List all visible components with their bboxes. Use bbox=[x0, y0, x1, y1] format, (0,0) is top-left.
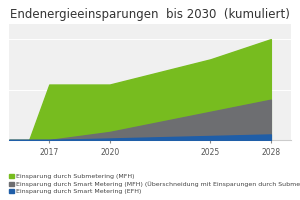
Legend: Einsparung durch Submetering (MFH), Einsparung durch Smart Metering (MFH) (Übers: Einsparung durch Submetering (MFH), Eins… bbox=[6, 172, 300, 197]
Title: Endenergieeinsparungen  bis 2030  (kumuliert): Endenergieeinsparungen bis 2030 (kumulie… bbox=[10, 8, 290, 21]
